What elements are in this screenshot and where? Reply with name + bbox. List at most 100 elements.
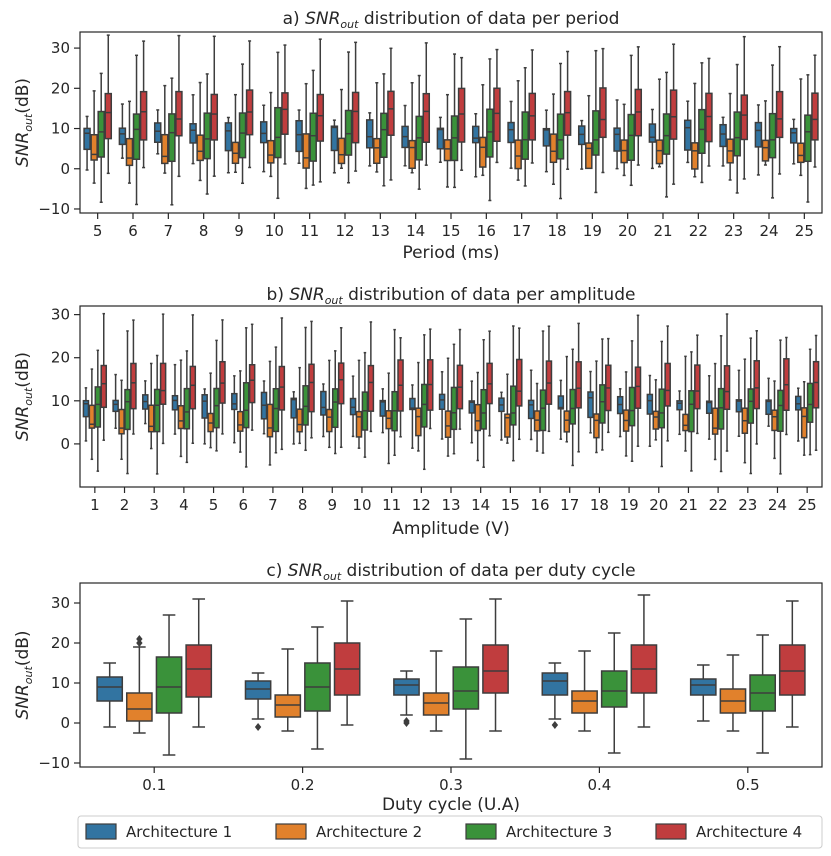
box-1 (471, 125, 480, 144)
box-3 (599, 384, 606, 424)
box-4 (634, 366, 642, 409)
chart-amplitude: b) SNRout distribution of data per ampli… (13, 285, 823, 539)
title-subscript: out (323, 570, 342, 583)
box-4 (664, 362, 671, 407)
box-2 (267, 139, 275, 164)
box-1 (735, 399, 743, 413)
box-1 (393, 678, 420, 696)
box-2 (125, 692, 153, 722)
box-4 (175, 90, 183, 137)
y-tick-label: −10 (38, 200, 70, 218)
x-tick-label: 15 (501, 496, 520, 514)
box-3 (97, 110, 105, 158)
box-4 (130, 362, 137, 410)
title-subscript: out (325, 294, 344, 307)
box-3 (238, 112, 247, 159)
ylabel-unit: (dB) (13, 630, 33, 666)
box-1 (259, 121, 268, 144)
box-2 (655, 139, 664, 165)
box-2 (549, 133, 558, 164)
x-tick-label: 10 (352, 496, 371, 514)
box-4 (189, 365, 197, 410)
x-tick-label: 25 (798, 496, 817, 514)
ylabel-unit: (dB) (13, 352, 33, 388)
box-2 (385, 410, 392, 430)
box-1 (320, 390, 327, 416)
x-tick-label: 17 (560, 496, 579, 514)
box-4 (316, 93, 325, 142)
box-3 (168, 113, 176, 163)
box-1 (676, 400, 683, 411)
box-2 (302, 133, 310, 169)
box-2 (355, 410, 363, 438)
box-2 (711, 407, 719, 435)
box-1 (189, 123, 197, 144)
x-tick-label: 22 (709, 496, 728, 514)
box-3 (272, 387, 280, 433)
x-tick-label: 12 (412, 496, 431, 514)
box-4 (753, 360, 760, 410)
x-tick-label: 6 (238, 496, 248, 514)
box-2 (652, 410, 660, 430)
legend: Architecture 1 Architecture 2 Architecture… (77, 815, 823, 849)
box-4 (159, 362, 167, 405)
box-1 (83, 127, 91, 151)
box-3 (600, 670, 628, 708)
box-3 (539, 389, 547, 432)
box-4 (599, 87, 607, 139)
box-1 (295, 119, 303, 153)
title-snr: SNR (305, 9, 340, 29)
box-1 (244, 680, 272, 700)
box-1 (153, 122, 162, 143)
box-4 (723, 365, 731, 411)
y-tick-label: 20 (51, 634, 70, 652)
box-3 (627, 113, 635, 161)
box-1 (112, 399, 119, 413)
box-1 (82, 399, 90, 418)
x-tick-label: 2 (120, 496, 130, 514)
x-tick-label: 9 (234, 222, 244, 240)
legend-swatch-2 (275, 823, 307, 840)
x-axis-label: Duty cycle (U.A) (382, 795, 520, 815)
box-3 (124, 388, 131, 431)
box-outlier (403, 719, 410, 727)
y-axis-label: SNRout(dB) (13, 630, 35, 719)
box-3 (510, 385, 517, 426)
box-2 (274, 694, 302, 718)
box-3 (628, 386, 636, 427)
x-tick-label: 9 (328, 496, 338, 514)
x-tick-label: 5 (93, 222, 103, 240)
x-tick-label: 15 (441, 222, 460, 240)
x-tick-label: 19 (620, 496, 639, 514)
x-tick-label: 1 (90, 496, 100, 514)
box-1 (507, 121, 515, 144)
box-2 (266, 403, 274, 438)
box-3 (569, 388, 576, 425)
ylabel-snr: SNR (13, 132, 33, 167)
y-tick-label: 0 (60, 435, 70, 453)
x-tick-label: 16 (530, 496, 549, 514)
y-tick-label: 30 (51, 306, 70, 324)
box-1 (379, 399, 387, 417)
box-4 (281, 92, 289, 135)
box-2 (326, 408, 333, 433)
box-3 (302, 385, 309, 426)
x-tick-label: 13 (371, 222, 390, 240)
ylabel-subscript: out (22, 387, 35, 406)
x-tick-label: 7 (268, 496, 278, 514)
chart-duty-cycle: c) SNRout distribution of data per duty … (13, 561, 823, 815)
plot-frame (79, 31, 823, 214)
x-tick-label: 12 (335, 222, 354, 240)
box-3 (747, 388, 755, 424)
box-3 (688, 390, 695, 433)
box-2 (444, 410, 452, 439)
box-2 (177, 405, 185, 430)
title-snr: SNR (288, 561, 323, 581)
box-3 (309, 112, 317, 162)
box-3 (521, 111, 529, 160)
x-tick-label: 23 (724, 222, 743, 240)
box-1 (542, 127, 551, 147)
title-snr: SNR (289, 285, 324, 305)
box-4 (210, 93, 219, 141)
box-2 (296, 408, 303, 433)
